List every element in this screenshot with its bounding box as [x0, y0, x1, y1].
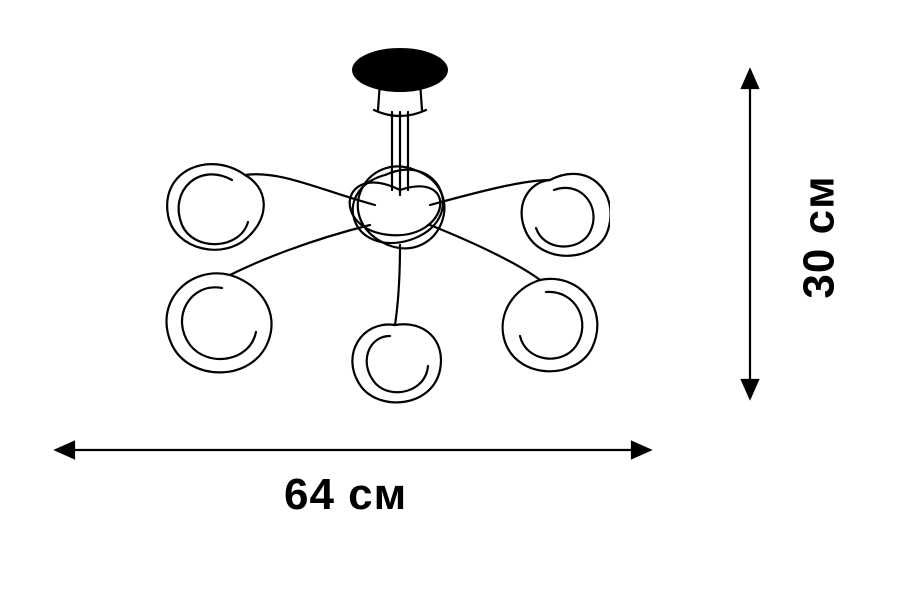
width-label: 64 см [284, 470, 407, 520]
product-outline [140, 40, 610, 410]
dimension-diagram: 64 см 30 см [0, 0, 900, 600]
height-label: 30 см [795, 175, 845, 298]
